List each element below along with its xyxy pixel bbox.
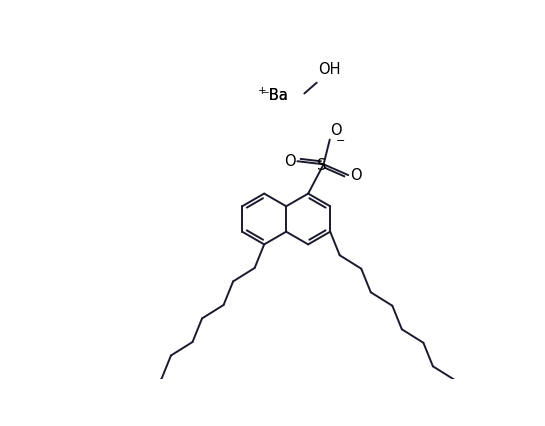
Text: −: − xyxy=(336,136,346,146)
Text: OH: OH xyxy=(318,62,341,77)
Text: O: O xyxy=(284,154,296,169)
Text: ⁻Ba: ⁻Ba xyxy=(261,88,287,103)
Text: O: O xyxy=(330,123,342,138)
Text: O: O xyxy=(350,168,361,183)
Text: $^+$Ba: $^+$Ba xyxy=(255,87,287,104)
Text: S: S xyxy=(317,158,327,173)
